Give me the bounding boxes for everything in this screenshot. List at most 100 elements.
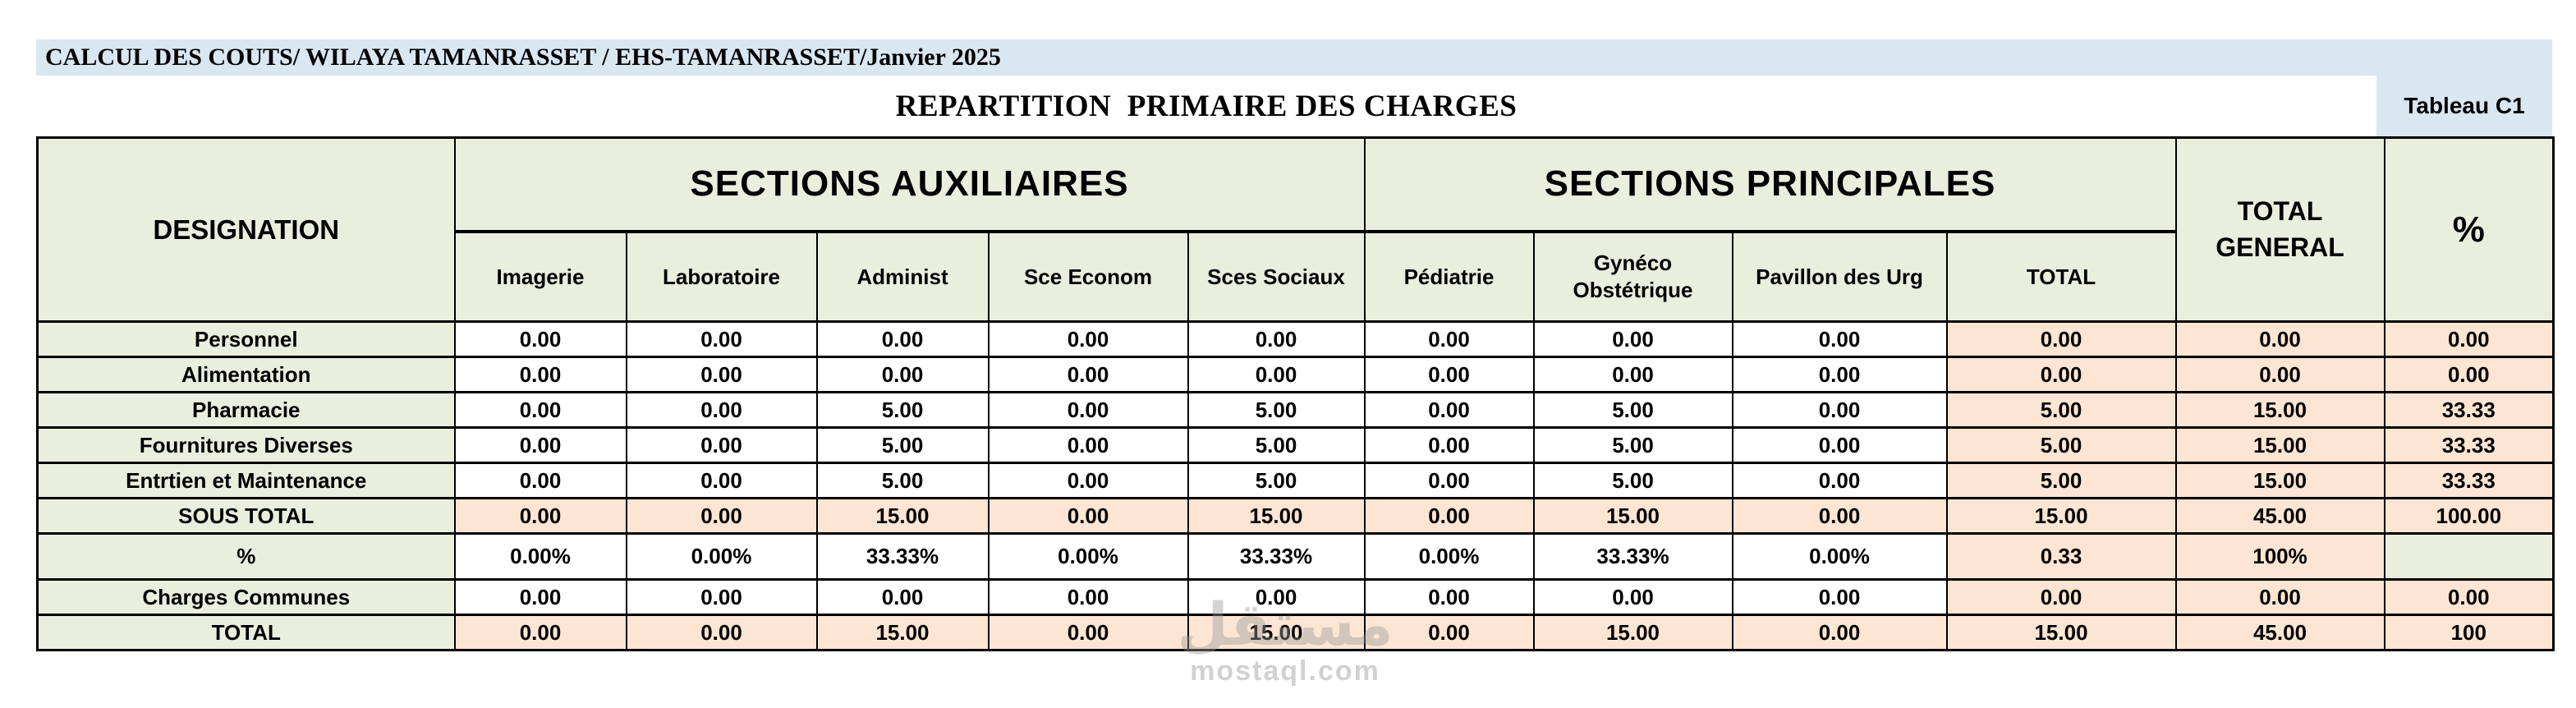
- table-cell: 0.00: [1187, 578, 1366, 616]
- table-cell: 0.00: [1363, 497, 1535, 535]
- table-cell: 33.33: [2383, 426, 2555, 464]
- table-cell: 33.33%: [1187, 532, 1366, 581]
- column-header-total: TOTAL: [1945, 229, 2177, 323]
- column-header-pavillon-des-urg: Pavillon des Urg: [1731, 229, 1948, 323]
- row-label: Entrtien et Maintenance: [36, 462, 456, 499]
- table-row: % 0.00% 0.00% 33.33% 0.00% 33.33% 0.00% 33.33% 0…: [36, 532, 2555, 581]
- table-cell: 0.00%: [1731, 532, 1948, 581]
- table-cell: 0.00: [1363, 578, 1535, 616]
- row-label: SOUS TOTAL: [36, 497, 456, 535]
- table-cell: 100: [2383, 614, 2555, 651]
- column-header-sces-sociaux: Sces Sociaux: [1187, 229, 1366, 323]
- table-cell: 0.00: [2383, 356, 2555, 393]
- table-cell: 0.00: [815, 356, 990, 393]
- table-cell: 0.00%: [1363, 532, 1535, 581]
- table-cell: 45.00: [2174, 614, 2385, 651]
- table-cell: 0.00: [1731, 497, 1948, 535]
- table-cell: 0.00: [1363, 320, 1535, 358]
- column-header-row: Imagerie Laboratoire Administ Sce Econom…: [38, 229, 2554, 323]
- page-title: REPARTITION PRIMAIRE DES CHARGES: [895, 89, 1518, 123]
- table-cell: 0.00: [987, 462, 1189, 499]
- table-row: Charges Communes 0.00 0.00 0.00 0.00 0.00 0.00…: [36, 578, 2555, 616]
- table-cell: 15.00: [1532, 497, 1733, 535]
- column-header-administ: Administ: [815, 229, 990, 323]
- table-cell: 0.00: [1731, 614, 1948, 651]
- table-cell: 0.00: [1731, 391, 1948, 429]
- table-cell: 0.00: [453, 426, 627, 464]
- table-cell: 0.00: [625, 614, 818, 651]
- table-cell: 0.00: [987, 614, 1189, 651]
- table-cell: 5.00: [1187, 426, 1366, 464]
- sections-auxiliaires-header: SECTIONS AUXILIAIRES: [453, 136, 1366, 232]
- row-label: Charges Communes: [36, 578, 456, 616]
- charges-table: DESIGNATION SECTIONS AUXILIAIRES SECTION…: [36, 136, 2555, 651]
- table-label: Tableau C1: [2404, 93, 2525, 118]
- table-cell: 0.00: [625, 462, 818, 499]
- table-cell: 15.00: [1187, 614, 1366, 651]
- column-header-sce-econom: Sce Econom: [987, 229, 1189, 323]
- table-cell: 0.00: [1363, 356, 1535, 393]
- table-cell: 33.33%: [1532, 532, 1733, 581]
- table-row: SOUS TOTAL 0.00 0.00 15.00 0.00 15.00 0.00 15.0…: [36, 497, 2555, 535]
- table-cell: 0.00: [453, 614, 627, 651]
- title-row: REPARTITION PRIMAIRE DES CHARGES: [36, 76, 2376, 136]
- table-cell: 0.00: [815, 320, 990, 358]
- report-header-text: CALCUL DES COUTS/ WILAYA TAMANRASSET / E…: [45, 44, 1001, 71]
- row-label: Fournitures Diverses: [36, 426, 456, 464]
- table-cell: 0.00: [815, 578, 990, 616]
- table-cell: 0.00: [1532, 578, 1733, 616]
- table-cell: 15.00: [1945, 614, 2177, 651]
- table-cell: 0.00: [1187, 356, 1366, 393]
- table-cell: 0.00: [987, 426, 1189, 464]
- table-cell: 0.00: [2174, 578, 2385, 616]
- table-cell: 5.00: [815, 391, 990, 429]
- row-label: %: [36, 532, 456, 581]
- table-label-box: Tableau C1: [2376, 76, 2552, 136]
- total-general-header: TOTAL GENERAL: [2174, 136, 2385, 323]
- table-row: Fournitures Diverses 0.00 0.00 5.00 0.00 5.00…: [36, 426, 2555, 464]
- column-header-gyneco-obstetrique: Gynéco Obstétrique: [1532, 229, 1733, 323]
- column-header-laboratoire: Laboratoire: [625, 229, 818, 323]
- table-row: TOTAL 0.00 0.00 15.00 0.00 15.00 0.00 15.00 0.00…: [36, 614, 2555, 651]
- table-cell: 0.00: [2174, 320, 2385, 358]
- table-row: Entrtien et Maintenance 0.00 0.00 5.00 0.00 5…: [36, 462, 2555, 499]
- table-cell: 0.00: [987, 578, 1189, 616]
- table-cell: 0.00: [1945, 356, 2177, 393]
- table-cell: 0.00: [1532, 320, 1733, 358]
- table-cell: 0.00: [1731, 426, 1948, 464]
- table-cell: 0.00: [1363, 614, 1535, 651]
- table-cell: 5.00: [1187, 462, 1366, 499]
- table-cell: 5.00: [1945, 426, 2177, 464]
- designation-header: DESIGNATION: [36, 136, 456, 323]
- table-cell: 33.33: [2383, 462, 2555, 499]
- table-cell: 0.00: [987, 320, 1189, 358]
- table-cell: 0.00: [453, 578, 627, 616]
- row-label: TOTAL: [36, 614, 456, 651]
- table-cell: 100.00: [2383, 497, 2555, 535]
- table-cell: 0.00: [453, 391, 627, 429]
- table-cell: 0.00: [1532, 356, 1733, 393]
- percent-header: %: [2383, 136, 2555, 323]
- table-cell: 0.00: [1945, 320, 2177, 358]
- table-cell: 0.00: [1945, 578, 2177, 616]
- group-header-row: DESIGNATION SECTIONS AUXILIAIRES SECTION…: [36, 136, 2555, 323]
- watermark-domain: mostaql.com: [1190, 655, 1380, 687]
- table-cell: 5.00: [1187, 391, 1366, 429]
- table-cell: 0.00: [625, 497, 818, 535]
- sections-principales-header: SECTIONS PRINCIPALES: [1363, 136, 2177, 232]
- table-cell: 0.00: [1731, 320, 1948, 358]
- table-cell: 0.00: [625, 578, 818, 616]
- table-cell: 0.00: [1731, 462, 1948, 499]
- report-header-band: CALCUL DES COUTS/ WILAYA TAMANRASSET / E…: [36, 39, 2552, 76]
- table-cell: 15.00: [2174, 391, 2385, 429]
- table-cell: 0.00: [987, 391, 1189, 429]
- table-cell: 15.00: [1945, 497, 2177, 535]
- table-cell: 5.00: [1532, 462, 1733, 499]
- table-cell: 0.00: [453, 497, 627, 535]
- table-cell: 0.00: [1363, 426, 1535, 464]
- table-cell: 0.00: [1731, 578, 1948, 616]
- table-cell: 0.00%: [453, 532, 627, 581]
- table-cell: 100%: [2174, 532, 2385, 581]
- table-cell: 15.00: [2174, 426, 2385, 464]
